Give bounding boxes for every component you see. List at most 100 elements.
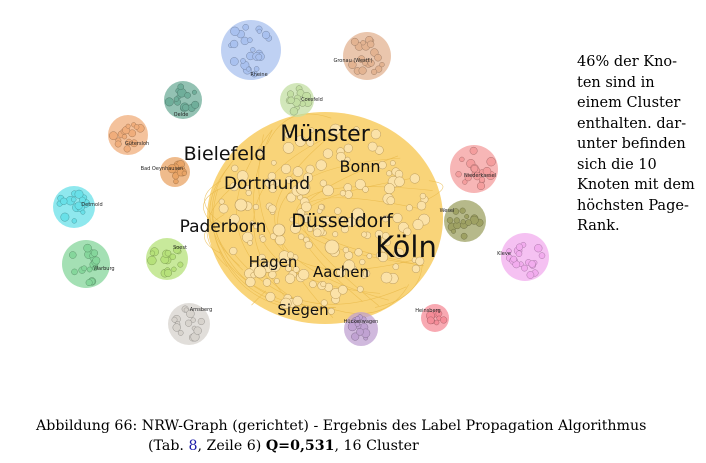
graph-edge [423, 180, 444, 202]
graph-node [359, 258, 366, 266]
graph-node [191, 89, 197, 95]
cluster-label: Coesfeld [301, 97, 323, 103]
graph-node [338, 215, 345, 223]
graph-node [482, 166, 492, 176]
graph-node [272, 223, 286, 237]
graph-node [81, 265, 88, 272]
graph-node [416, 201, 427, 211]
graph-node [409, 173, 420, 184]
graph-node [285, 176, 293, 184]
graph-node [268, 260, 281, 272]
graph-node [90, 249, 99, 257]
graph-node [486, 157, 496, 167]
graph-node [371, 68, 378, 75]
graph-node [114, 140, 122, 148]
graph-node [282, 142, 295, 154]
cluster-warburg [62, 240, 110, 288]
graph-node [462, 179, 468, 185]
graph-node [329, 123, 342, 136]
table-reference-link[interactable]: 8 [188, 438, 198, 454]
graph-node [405, 204, 413, 212]
cluster-label: Bad Oeynhausen [141, 166, 184, 172]
graph-node [392, 263, 400, 270]
graph-node [86, 266, 93, 273]
graph-node [380, 271, 393, 284]
graph-node [351, 207, 365, 221]
graph-node [302, 214, 311, 223]
graph-node [342, 246, 350, 254]
graph-edge [328, 284, 410, 314]
graph-node [164, 269, 173, 277]
side-note: 46% der Kno- ten sind in einem Cluster e… [577, 52, 702, 237]
graph-node [351, 332, 360, 341]
graph-node [440, 316, 448, 324]
graph-node [287, 96, 295, 104]
cluster-wesel [444, 200, 486, 242]
side-note-line: Rank. [577, 218, 620, 234]
cluster-detmold [53, 186, 95, 228]
graph-node [182, 104, 190, 112]
graph-node [272, 179, 281, 187]
graph-node [459, 156, 465, 163]
graph-node [193, 326, 202, 335]
graph-edge [211, 157, 244, 271]
graph-edge [236, 129, 306, 307]
graph-node [465, 219, 472, 226]
graph-node [336, 267, 347, 278]
graph-node [60, 212, 70, 222]
cluster-label: Rheine [250, 72, 267, 78]
graph-node [280, 297, 292, 310]
graph-node [322, 215, 332, 226]
graph-node [358, 66, 367, 75]
graph-node [253, 66, 260, 72]
graph-node [229, 57, 239, 66]
caption-prefix: (Tab. [148, 438, 189, 454]
side-note-line: unter befinden [577, 136, 686, 152]
graph-node [322, 184, 334, 197]
graph-node [354, 179, 366, 190]
graph-node [164, 97, 174, 107]
graph-node [253, 223, 259, 230]
graph-node [455, 171, 462, 178]
graph-node [244, 184, 251, 192]
cluster-label: Warburg [93, 266, 114, 272]
graph-node [334, 207, 342, 215]
graph-node [70, 196, 77, 203]
graph-node [340, 225, 349, 234]
cluster-label: Hückeswagen [344, 319, 379, 325]
cluster-label: Arnsberg [190, 307, 213, 313]
graph-node [446, 217, 454, 224]
cluster-gronau-westf- [343, 32, 391, 80]
graph-node [319, 179, 327, 187]
graph-node [285, 264, 292, 272]
graph-node [353, 126, 360, 134]
graph-node [125, 123, 131, 129]
graph-node [121, 134, 128, 140]
graph-node [348, 60, 357, 69]
graph-node [332, 231, 339, 238]
graph-node [147, 255, 157, 266]
cluster-label: Gütersloh [125, 141, 149, 147]
graph-node [356, 328, 364, 336]
graph-node [60, 197, 68, 205]
graph-node [92, 256, 101, 265]
graph-node [374, 53, 382, 62]
graph-edge [251, 290, 266, 306]
cluster-label: Oelde [174, 112, 189, 118]
graph-edge [206, 189, 230, 267]
graph-node [169, 253, 176, 260]
cluster-label: Niederkassel [464, 173, 496, 179]
graph-node [384, 183, 395, 195]
graph-node [324, 239, 340, 255]
graph-node [362, 186, 369, 193]
graph-node [362, 60, 368, 66]
cluster-heinsberg [421, 304, 449, 332]
graph-node [281, 163, 292, 174]
cluster-coesfeld [280, 83, 314, 117]
graph-node [460, 219, 466, 225]
graph-node [354, 316, 361, 322]
main-cluster-label: Köln [375, 230, 437, 264]
graph-node [123, 145, 131, 153]
graph-node [191, 100, 200, 109]
modularity-value: Q=0,531 [265, 438, 335, 454]
